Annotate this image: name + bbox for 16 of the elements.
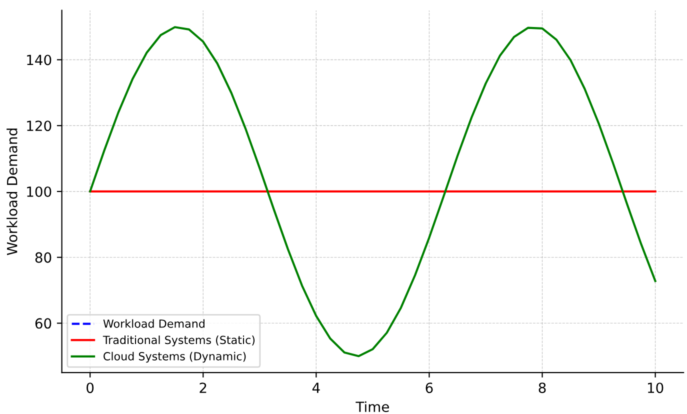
x-tick-label: 4 bbox=[312, 382, 320, 393]
y-axis-title: Workload Demand bbox=[6, 128, 18, 256]
legend-label: Workload Demand bbox=[103, 319, 204, 328]
y-tick-label: 60 bbox=[35, 318, 52, 329]
x-tick-label: 0 bbox=[86, 382, 94, 394]
legend-label: Cloud Systems (Dynamic) bbox=[104, 352, 246, 363]
y-tick-label: 140 bbox=[27, 54, 52, 66]
x-tick-label: 8 bbox=[538, 382, 546, 394]
y-tick-label: 120 bbox=[27, 120, 52, 132]
x-tick-label: 10 bbox=[648, 382, 664, 394]
y-tick-label: 80 bbox=[35, 252, 52, 263]
legend-label: Traditional Systems (Static) bbox=[102, 336, 255, 346]
x-axis-title: Time bbox=[356, 401, 389, 412]
y-tick-label: 100 bbox=[27, 186, 52, 197]
x-tick-label: 6 bbox=[426, 382, 433, 394]
x-tick-label: 2 bbox=[200, 382, 206, 393]
